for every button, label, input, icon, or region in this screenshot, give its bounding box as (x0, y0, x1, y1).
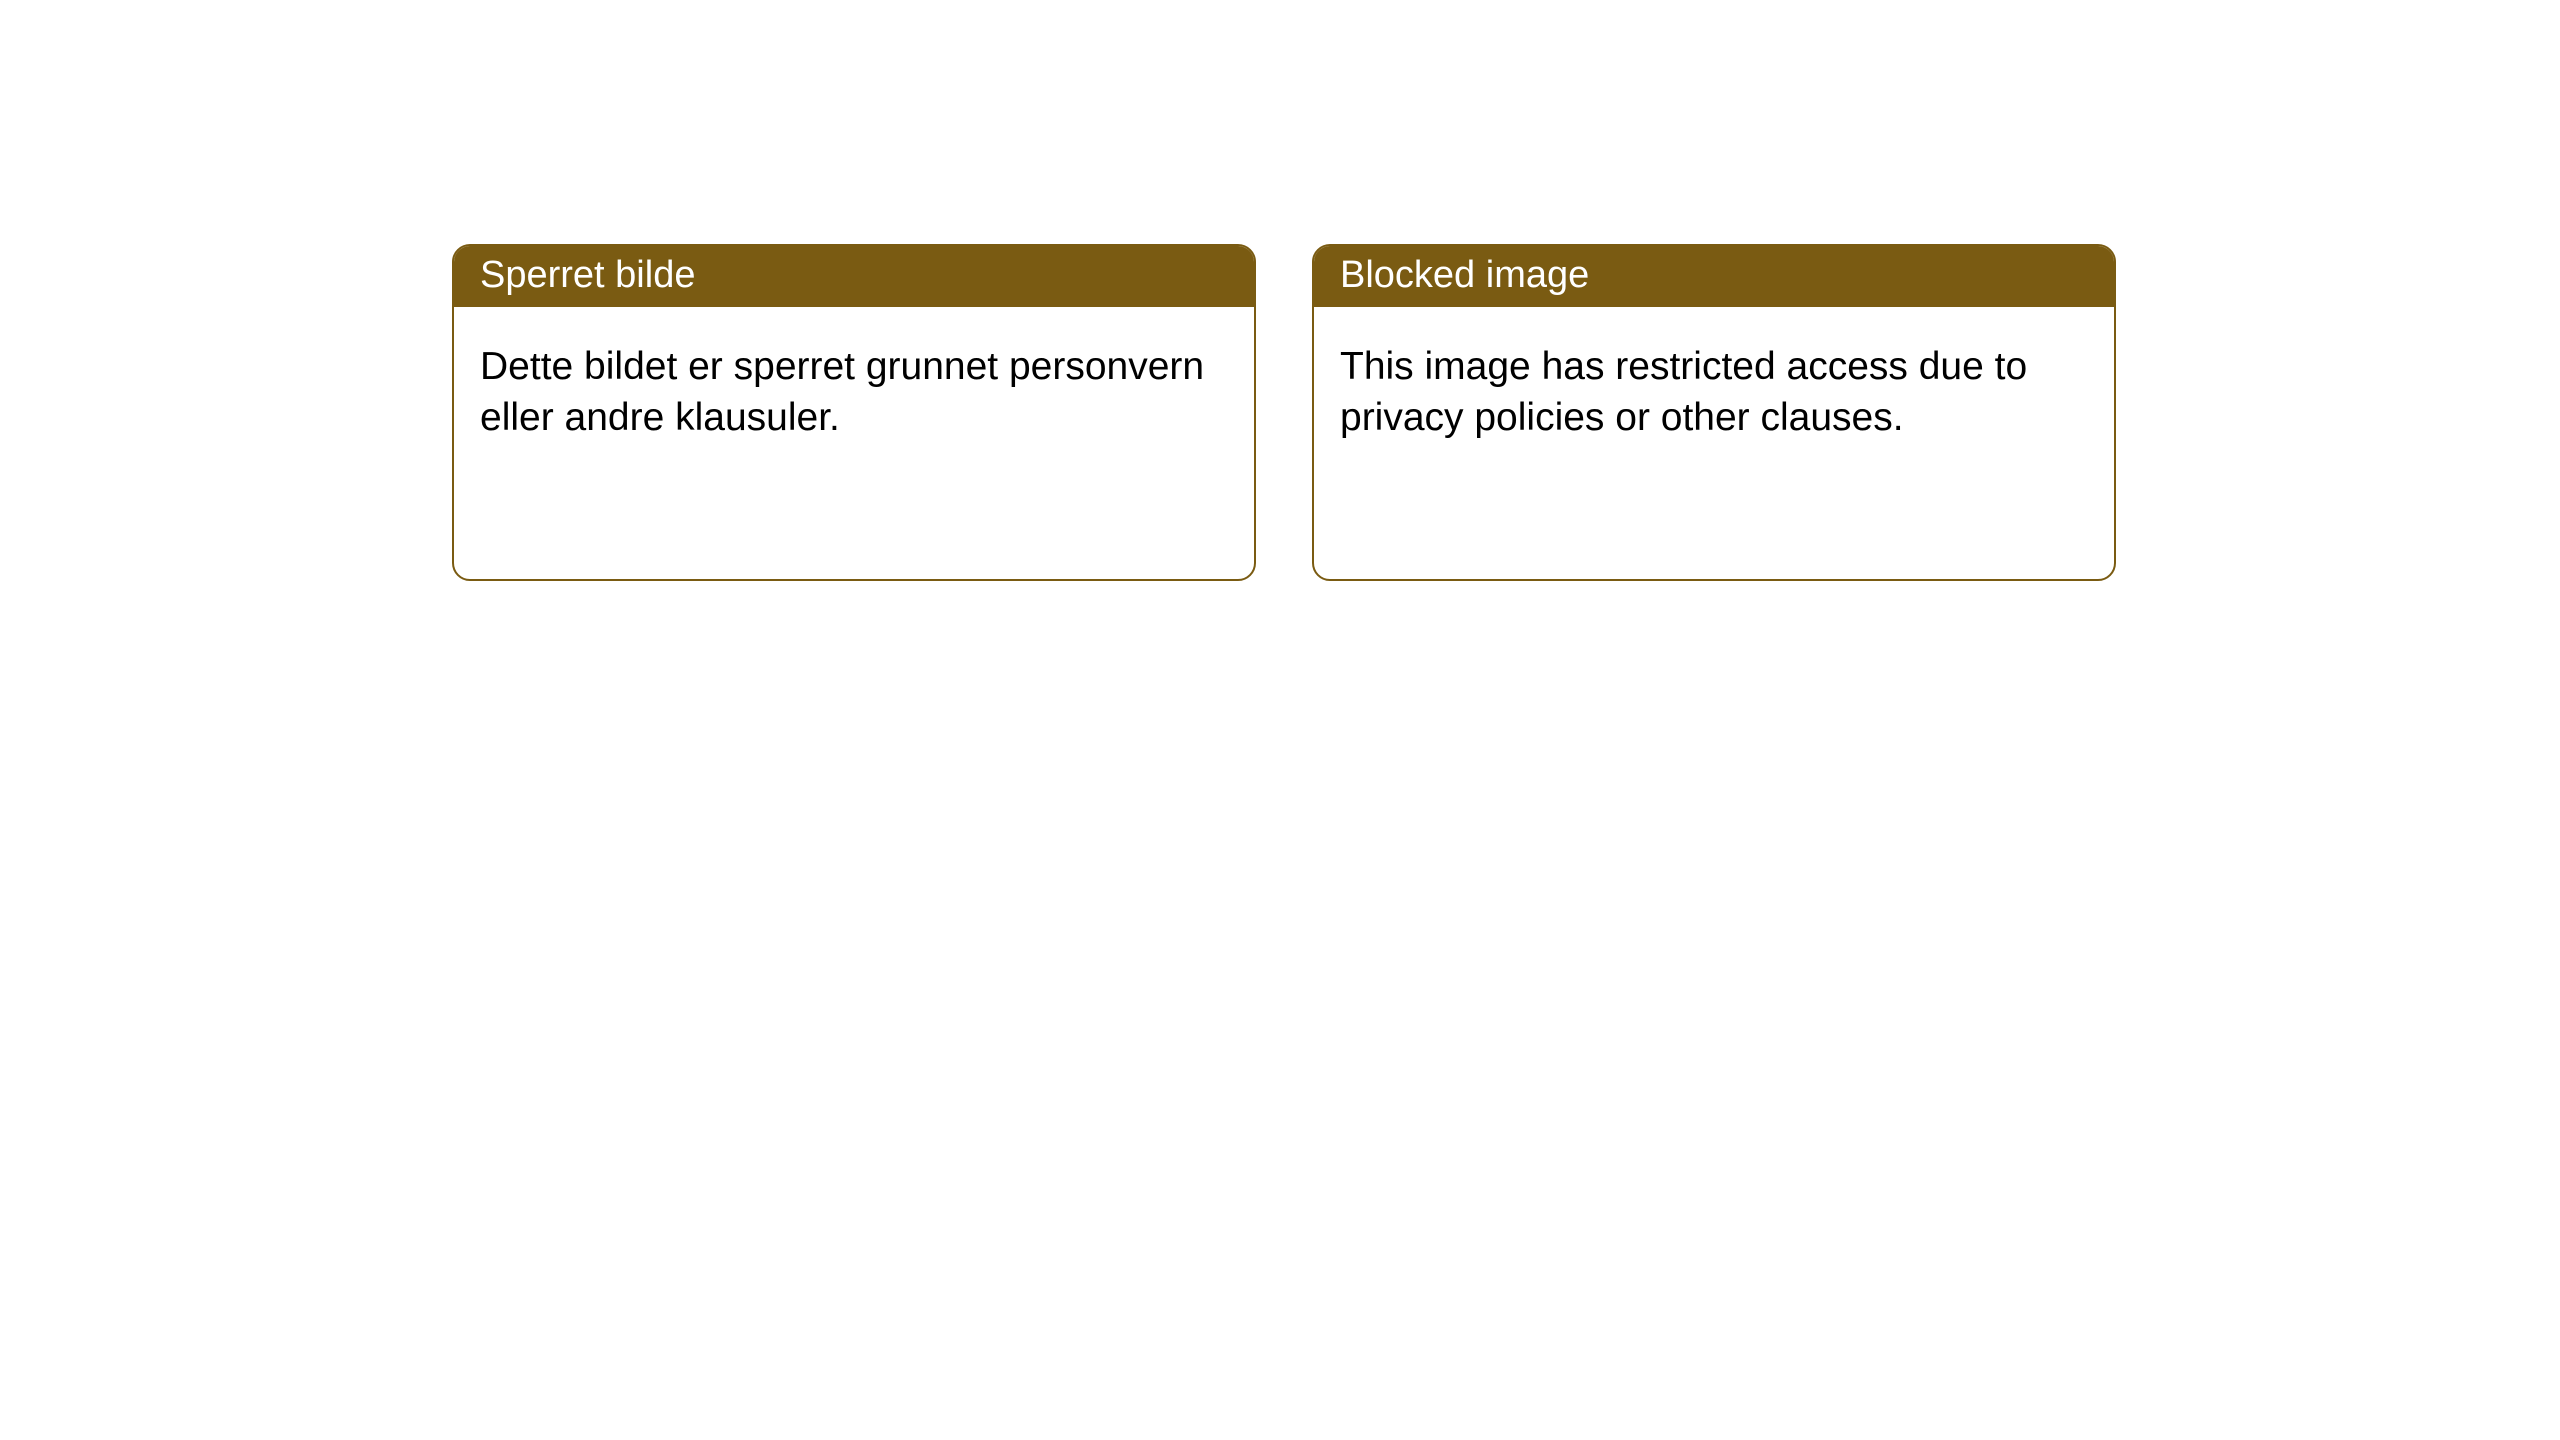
notice-container: Sperret bilde Dette bildet er sperret gr… (0, 0, 2560, 581)
notice-card-english: Blocked image This image has restricted … (1312, 244, 2116, 581)
notice-body: This image has restricted access due to … (1314, 307, 2114, 464)
notice-header: Sperret bilde (454, 246, 1254, 307)
notice-header: Blocked image (1314, 246, 2114, 307)
notice-body: Dette bildet er sperret grunnet personve… (454, 307, 1254, 464)
notice-card-norwegian: Sperret bilde Dette bildet er sperret gr… (452, 244, 1256, 581)
